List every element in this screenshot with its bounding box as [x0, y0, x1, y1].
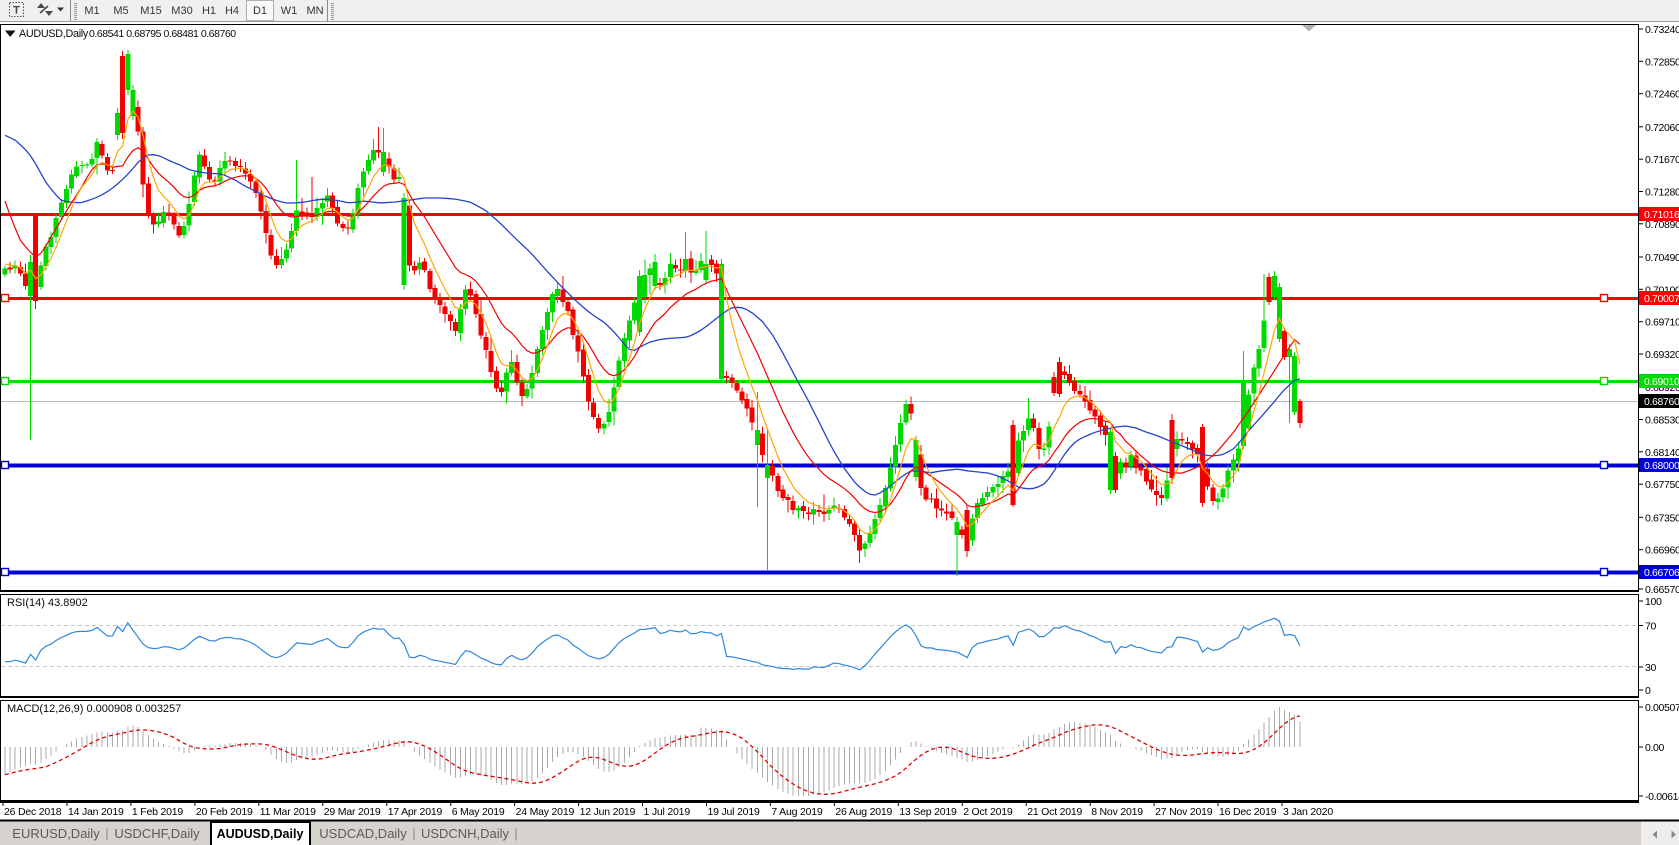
- svg-text:|: |: [412, 826, 415, 841]
- svg-text:-0.006143: -0.006143: [1645, 791, 1679, 803]
- svg-text:0.72060: 0.72060: [1645, 122, 1679, 134]
- svg-text:AUDUSD,Daily: AUDUSD,Daily: [217, 827, 304, 841]
- svg-text:0.67350: 0.67350: [1645, 512, 1679, 524]
- svg-text:0.70490: 0.70490: [1645, 252, 1679, 264]
- svg-text:29 Mar 2019: 29 Mar 2019: [324, 806, 381, 818]
- svg-text:USDCHF,Daily: USDCHF,Daily: [114, 826, 200, 841]
- svg-text:16 Dec 2019: 16 Dec 2019: [1219, 806, 1277, 818]
- svg-text:0.68000: 0.68000: [1644, 460, 1679, 472]
- svg-text:0.68140: 0.68140: [1645, 447, 1679, 459]
- svg-text:0.70007: 0.70007: [1644, 293, 1679, 305]
- svg-text:0.72460: 0.72460: [1645, 89, 1679, 101]
- svg-text:14 Jan 2019: 14 Jan 2019: [68, 806, 124, 818]
- svg-text:24 May 2019: 24 May 2019: [516, 806, 575, 818]
- svg-text:1 Jul 2019: 1 Jul 2019: [644, 806, 691, 818]
- svg-text:11 Mar 2019: 11 Mar 2019: [260, 806, 316, 818]
- svg-text:27 Nov 2019: 27 Nov 2019: [1155, 806, 1213, 818]
- svg-text:0.69710: 0.69710: [1645, 317, 1679, 329]
- svg-text:0.005076: 0.005076: [1645, 702, 1679, 714]
- svg-text:|: |: [105, 826, 108, 841]
- svg-text:13 Sep 2019: 13 Sep 2019: [899, 806, 957, 818]
- svg-text:0.68760: 0.68760: [1644, 396, 1679, 408]
- svg-text:M30: M30: [171, 5, 192, 17]
- svg-text:USDCAD,Daily: USDCAD,Daily: [319, 826, 407, 841]
- svg-text:26 Aug 2019: 26 Aug 2019: [835, 806, 892, 818]
- svg-text:0.71016: 0.71016: [1644, 209, 1679, 221]
- svg-text:100: 100: [1645, 596, 1662, 608]
- svg-text:EURUSD,Daily: EURUSD,Daily: [12, 826, 100, 841]
- svg-text:17 Apr 2019: 17 Apr 2019: [388, 806, 443, 818]
- svg-text:D1: D1: [253, 5, 267, 17]
- svg-text:30: 30: [1645, 662, 1656, 674]
- svg-text:0.67750: 0.67750: [1645, 479, 1679, 491]
- svg-text:0.66570: 0.66570: [1645, 584, 1679, 596]
- svg-text:W1: W1: [281, 5, 298, 17]
- svg-text:21 Oct 2019: 21 Oct 2019: [1027, 806, 1082, 818]
- svg-text:AUDUSD,Daily: AUDUSD,Daily: [19, 28, 89, 40]
- svg-text:70: 70: [1645, 621, 1656, 633]
- svg-text:20 Feb 2019: 20 Feb 2019: [196, 806, 253, 818]
- svg-text:0.71670: 0.71670: [1645, 154, 1679, 166]
- svg-text:1 Feb 2019: 1 Feb 2019: [132, 806, 183, 818]
- svg-text:2 Oct 2019: 2 Oct 2019: [963, 806, 1013, 818]
- svg-text:0.68541 0.68795 0.68481 0.6876: 0.68541 0.68795 0.68481 0.68760: [89, 28, 236, 40]
- svg-text:RSI(14) 43.8902: RSI(14) 43.8902: [7, 597, 88, 609]
- svg-text:7 Aug 2019: 7 Aug 2019: [771, 806, 822, 818]
- svg-text:0.66706: 0.66706: [1644, 567, 1679, 579]
- svg-text:0.00: 0.00: [1645, 742, 1665, 754]
- svg-text:M5: M5: [113, 5, 128, 17]
- svg-text:MACD(12,26,9) 0.000908 0.00325: MACD(12,26,9) 0.000908 0.003257: [7, 703, 181, 715]
- svg-text:0.70890: 0.70890: [1645, 219, 1679, 231]
- svg-text:6 May 2019: 6 May 2019: [452, 806, 505, 818]
- svg-text:T: T: [13, 5, 20, 17]
- svg-text:0.68530: 0.68530: [1645, 415, 1679, 427]
- svg-text:0.66960: 0.66960: [1645, 545, 1679, 557]
- svg-text:0.69320: 0.69320: [1645, 349, 1679, 361]
- svg-text:0.71280: 0.71280: [1645, 187, 1679, 199]
- svg-text:MN: MN: [306, 5, 323, 17]
- svg-text:0: 0: [1645, 685, 1651, 697]
- svg-text:0.72850: 0.72850: [1645, 56, 1679, 68]
- svg-text:0.73240: 0.73240: [1645, 24, 1679, 36]
- svg-text:USDCNH,Daily: USDCNH,Daily: [421, 826, 510, 841]
- svg-text:H1: H1: [202, 5, 216, 17]
- svg-text:0.69010: 0.69010: [1644, 376, 1679, 388]
- svg-text:8 Nov 2019: 8 Nov 2019: [1091, 806, 1143, 818]
- svg-text:H4: H4: [225, 5, 239, 17]
- svg-text:M15: M15: [140, 5, 161, 17]
- svg-text:|: |: [514, 826, 517, 841]
- svg-text:26 Dec 2018: 26 Dec 2018: [4, 806, 62, 818]
- svg-text:M1: M1: [84, 5, 99, 17]
- svg-text:12 Jun 2019: 12 Jun 2019: [580, 806, 636, 818]
- svg-text:3 Jan 2020: 3 Jan 2020: [1283, 806, 1333, 818]
- svg-text:19 Jul 2019: 19 Jul 2019: [708, 806, 760, 818]
